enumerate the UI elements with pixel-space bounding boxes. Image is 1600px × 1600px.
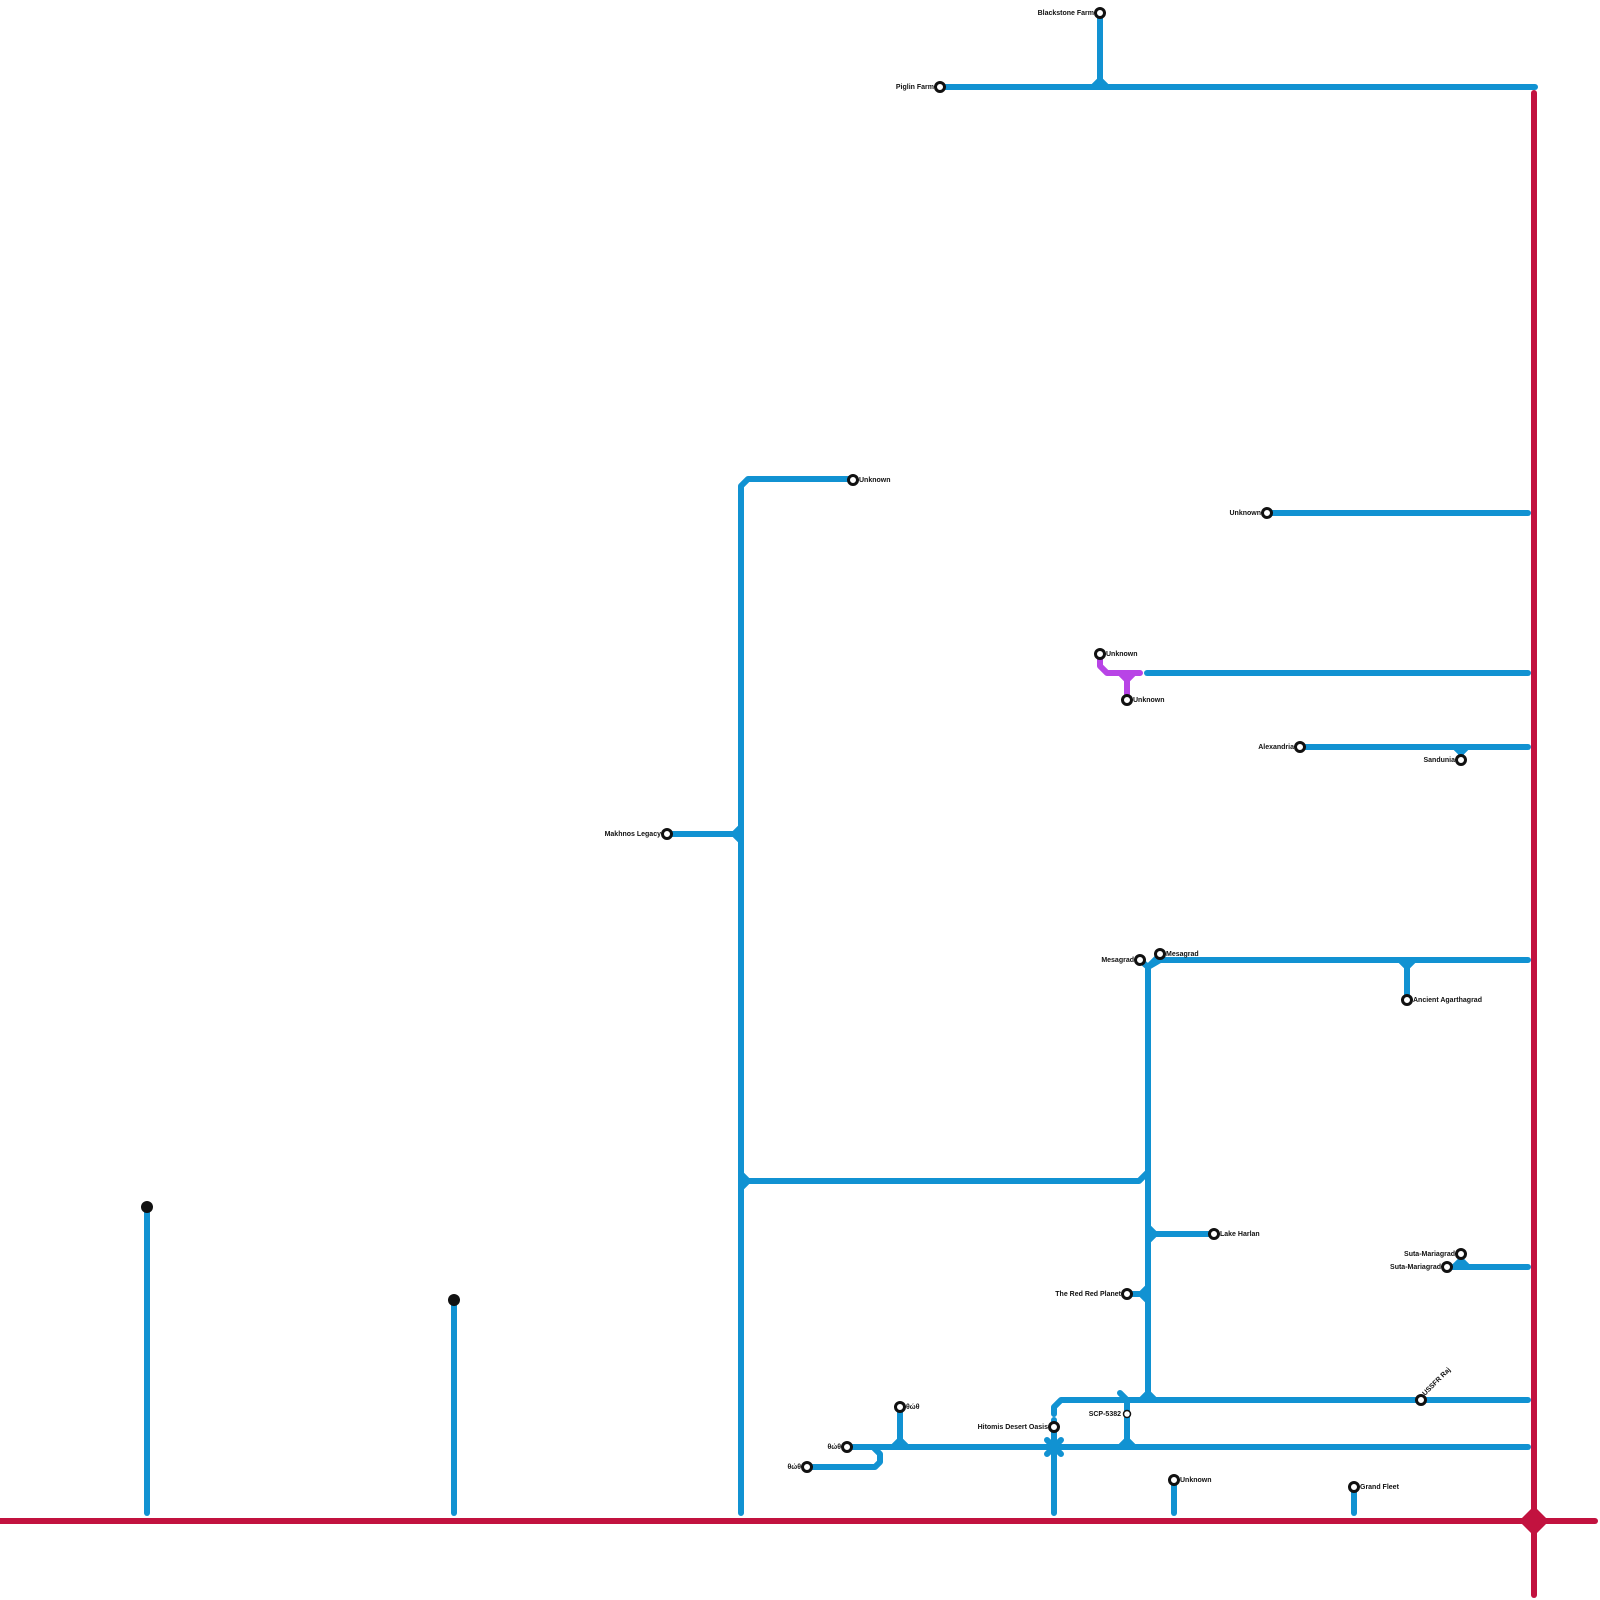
label-ussfr-raj: USSFR Raj — [1421, 1367, 1452, 1398]
branch-mesagrad-vertical — [1145, 957, 1531, 1395]
trunk-interchange[interactable] — [1519, 1506, 1549, 1536]
branch-hitomis — [1044, 1417, 1064, 1516]
station-theta-3[interactable] — [801, 1461, 813, 1473]
station-terminus-west[interactable] — [141, 1201, 153, 1213]
label-grand-fleet: Grand Fleet — [1360, 1484, 1400, 1491]
branch-theta-bottom — [804, 1444, 883, 1470]
station-unknown-1[interactable] — [847, 474, 859, 486]
branch-ancient-agarthagrad — [1397, 957, 1417, 1003]
label-theta-1: θώθ — [906, 1404, 920, 1411]
station-lake-harlan[interactable] — [1208, 1228, 1220, 1240]
spur-unknown-lower — [1117, 670, 1137, 703]
label-theta-2: θώθ — [828, 1444, 842, 1451]
station-suta-mariagrad-2[interactable] — [1441, 1261, 1453, 1273]
station-grand-fleet[interactable] — [1348, 1481, 1360, 1493]
label-mesagrad-1: Mesagrad — [1101, 957, 1134, 964]
label-hitomis-desert-oasis: Hitomis Desert Oasis — [978, 1424, 1049, 1431]
station-suta-mariagrad-1[interactable] — [1455, 1248, 1467, 1260]
branch-mesagrad-to-east — [1138, 1390, 1158, 1403]
label-unknown-4: Unknown — [1133, 697, 1165, 704]
branch-blackstone-farm — [1090, 10, 1110, 90]
terminus-stations — [141, 1201, 460, 1306]
station-mesagrad-1[interactable] — [1134, 954, 1146, 966]
branch-ussfr-raj — [1051, 1397, 1531, 1417]
label-piglin-farm: Piglin Farm — [896, 84, 934, 91]
label-scp-5382: SCP-5382 — [1089, 1411, 1121, 1418]
station-theta-2[interactable] — [841, 1441, 853, 1453]
station-unknown-3[interactable] — [1094, 648, 1106, 660]
label-unknown-2: Unknown — [1230, 510, 1262, 517]
stations — [661, 7, 1467, 1493]
label-mesagrad-2: Mesagrad — [1166, 951, 1199, 958]
station-ancient-agarthagrad[interactable] — [1401, 994, 1413, 1006]
label-unknown-1: Unknown — [859, 477, 891, 484]
branch-central-cross — [738, 1170, 1150, 1191]
station-labels: Blackstone Farm Piglin Farm Unknown Unkn… — [605, 10, 1482, 1491]
label-sandunia: Sandunia — [1423, 757, 1455, 764]
branch-theta-north — [890, 1404, 910, 1450]
station-terminus-mid[interactable] — [448, 1294, 460, 1306]
station-ussfr-raj[interactable] — [1415, 1394, 1427, 1406]
label-blackstone-farm: Blackstone Farm — [1038, 10, 1094, 17]
label-theta-3: θώθ — [788, 1464, 802, 1471]
station-makhnos-legacy[interactable] — [661, 828, 673, 840]
station-theta-1[interactable] — [894, 1401, 906, 1413]
label-red-red-planet: The Red Red Planet — [1055, 1291, 1121, 1298]
station-red-red-planet[interactable] — [1121, 1288, 1133, 1300]
station-alexandria[interactable] — [1294, 741, 1306, 753]
station-piglin-farm[interactable] — [934, 81, 946, 93]
station-unknown-5[interactable] — [1168, 1474, 1180, 1486]
station-sandunia[interactable] — [1455, 754, 1467, 766]
branch-makhnos-legacy — [664, 824, 744, 844]
label-lake-harlan: Lake Harlan — [1220, 1231, 1260, 1238]
branch-lake-harlan — [1145, 1224, 1216, 1244]
station-blackstone-farm[interactable] — [1094, 7, 1106, 19]
trunk-line — [0, 90, 1598, 1598]
station-mesagrad-2[interactable] — [1154, 948, 1166, 960]
label-ancient-agarthagrad: Ancient Agarthagrad — [1413, 997, 1482, 1004]
branch-network — [144, 10, 1538, 1516]
branch-central-vertical — [738, 476, 858, 1516]
label-unknown-3: Unknown — [1106, 651, 1138, 658]
label-suta-mariagrad-1: Suta-Mariagrad — [1404, 1251, 1455, 1258]
station-scp-5382[interactable] — [1122, 1409, 1132, 1419]
label-makhnos-legacy: Makhnos Legacy — [605, 831, 662, 838]
station-hitomis-desert-oasis[interactable] — [1048, 1421, 1060, 1433]
label-suta-mariagrad-2: Suta-Mariagrad — [1390, 1264, 1441, 1271]
station-unknown-4[interactable] — [1121, 694, 1133, 706]
purple-spur — [1097, 651, 1143, 703]
station-unknown-2[interactable] — [1261, 507, 1273, 519]
label-alexandria: Alexandria — [1258, 744, 1294, 751]
label-unknown-5: Unknown — [1180, 1477, 1212, 1484]
